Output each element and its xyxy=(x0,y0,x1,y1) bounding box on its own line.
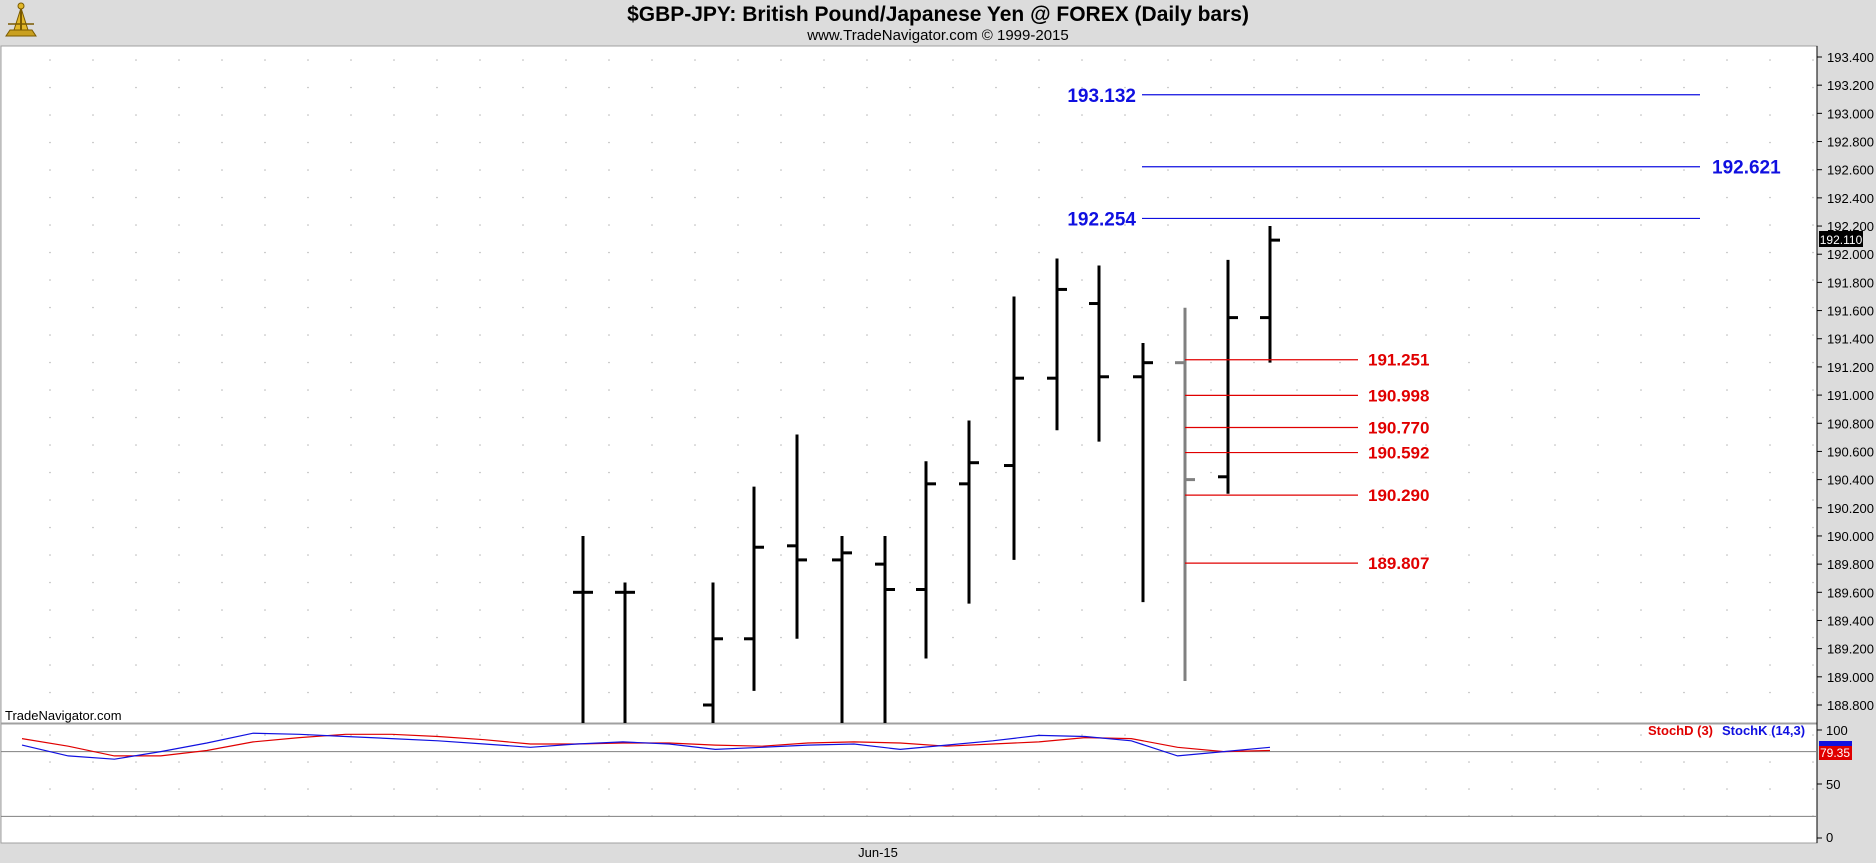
price-tick-label: 191.000 xyxy=(1827,388,1874,403)
price-tick-label: 190.000 xyxy=(1827,529,1874,544)
chart-title: $GBP-JPY: British Pound/Japanese Yen @ F… xyxy=(627,3,1249,26)
watermark: TradeNavigator.com xyxy=(5,708,122,723)
fib-extension-label: 192.621 xyxy=(1712,158,1781,179)
price-tick-label: 190.200 xyxy=(1827,501,1874,516)
grid xyxy=(49,59,1814,817)
price-tick-label: 189.000 xyxy=(1827,670,1874,685)
x-axis-date-label: Jun-15 xyxy=(858,845,898,860)
price-panel xyxy=(0,45,1818,724)
last-price-marker: 192.110 xyxy=(1819,231,1863,247)
price-tick-label: 189.400 xyxy=(1827,613,1874,628)
stochastic-axis: 100 50 0 xyxy=(1817,723,1848,845)
stoch-last-marker: 79.35 xyxy=(1819,741,1852,760)
price-tick-label: 189.800 xyxy=(1827,557,1874,572)
stoch-tick-label: 0 xyxy=(1826,830,1833,845)
fib-retracement-label: 190.592 xyxy=(1368,444,1429,463)
trade-navigator-logo-icon[interactable] xyxy=(5,2,37,37)
legend-stochk: StochK (14,3) xyxy=(1722,723,1805,738)
stochastic-lines xyxy=(1,732,1817,817)
price-tick-label: 189.200 xyxy=(1827,642,1874,657)
price-tick-label: 193.400 xyxy=(1827,50,1874,65)
fib-extension-label: 192.254 xyxy=(1067,209,1136,230)
stoch-tick-label: 50 xyxy=(1826,777,1840,792)
stochastic-panel xyxy=(0,723,1818,844)
price-tick-label: 188.800 xyxy=(1827,698,1874,713)
price-bars xyxy=(573,226,1280,723)
fib-retracement-label: 191.251 xyxy=(1368,351,1429,370)
fib-retracement-label: 190.998 xyxy=(1368,386,1429,405)
fib-retracement-label: 189.807 xyxy=(1368,554,1429,573)
price-tick-label: 190.800 xyxy=(1827,416,1874,431)
fib-retracement-label: 190.770 xyxy=(1368,418,1429,437)
price-tick-label: 190.400 xyxy=(1827,473,1874,488)
price-tick-label: 190.600 xyxy=(1827,444,1874,459)
chart-subtitle: www.TradeNavigator.com © 1999-2015 xyxy=(806,27,1068,44)
price-tick-label: 189.600 xyxy=(1827,585,1874,600)
price-tick-label: 192.200 xyxy=(1827,219,1874,234)
price-tick-label: 191.800 xyxy=(1827,275,1874,290)
fib-retracement-label: 190.290 xyxy=(1368,486,1429,505)
price-tick-label: 193.000 xyxy=(1827,106,1874,121)
price-tick-label: 193.200 xyxy=(1827,78,1874,93)
price-tick-label: 192.400 xyxy=(1827,191,1874,206)
price-tick-label: 192.000 xyxy=(1827,247,1874,262)
price-tick-label: 191.400 xyxy=(1827,332,1874,347)
price-tick-label: 191.200 xyxy=(1827,360,1874,375)
stoch-last-label: 79.35 xyxy=(1820,746,1850,760)
last-price-label: 192.110 xyxy=(1820,233,1863,247)
price-tick-label: 192.600 xyxy=(1827,163,1874,178)
price-tick-label: 192.800 xyxy=(1827,135,1874,150)
legend-stochd: StochD (3) xyxy=(1648,723,1713,738)
fib-extension-label: 193.132 xyxy=(1067,86,1136,107)
fibonacci-levels: 193.132 192.621 192.254 191.251 190.998 190.7… xyxy=(1067,86,1781,573)
price-axis: 193.400 193.200 193.000 192.800 192.600 192.4… xyxy=(1817,50,1874,713)
stoch-tick-label: 100 xyxy=(1826,723,1848,738)
price-tick-label: 191.600 xyxy=(1827,304,1874,319)
stochk-line xyxy=(21,732,1271,760)
